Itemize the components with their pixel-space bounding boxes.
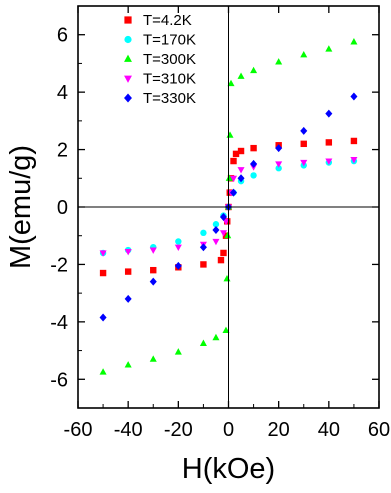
data-point	[350, 38, 358, 45]
y-tick-label: -6	[50, 369, 68, 391]
data-point	[124, 294, 132, 303]
data-point	[219, 213, 228, 222]
data-point	[275, 165, 282, 172]
data-point	[212, 333, 220, 341]
x-tick-label: 20	[268, 419, 290, 441]
x-tick-label: 0	[223, 419, 234, 441]
legend: T=4.2K T=170K T=300K T=310K T=330K	[124, 12, 196, 107]
legend-marker	[124, 35, 132, 44]
data-point	[99, 313, 107, 322]
y-tick-label: 4	[57, 82, 68, 104]
data-point	[149, 355, 157, 362]
data-point	[229, 188, 238, 197]
series-4	[99, 92, 358, 322]
data-point	[174, 261, 182, 270]
data-point	[325, 158, 333, 165]
data-point	[220, 249, 227, 257]
data-point	[229, 175, 238, 183]
legend-marker	[124, 75, 132, 83]
data-point	[350, 157, 358, 164]
data-point	[149, 247, 157, 254]
data-point	[124, 268, 132, 275]
data-point	[325, 45, 333, 52]
data-point	[217, 256, 225, 264]
legend-label: T=4.2K	[143, 12, 192, 29]
data-point	[250, 172, 257, 179]
legend-label: T=170K	[143, 32, 196, 49]
y-tick-label: 0	[57, 197, 68, 219]
y-tick-label: -4	[50, 312, 68, 334]
data-point	[300, 50, 308, 58]
data-point	[99, 269, 107, 277]
data-point	[223, 274, 231, 282]
data-point	[199, 243, 207, 252]
data-point	[275, 144, 283, 153]
data-point	[325, 139, 333, 146]
data-point	[300, 140, 307, 148]
data-point	[212, 225, 220, 234]
x-tick-label: -20	[164, 419, 193, 441]
data-point	[300, 159, 308, 167]
data-point	[275, 161, 283, 168]
data-point	[219, 230, 228, 237]
legend-label: T=310K	[143, 71, 196, 88]
data-point	[226, 131, 234, 138]
data-point	[225, 174, 233, 181]
legend-label: T=330K	[143, 90, 196, 107]
data-point	[124, 248, 132, 256]
x-tick-label: -60	[64, 419, 93, 441]
legend-marker	[124, 93, 132, 103]
data-point	[174, 348, 182, 355]
data-point	[237, 147, 245, 155]
data-point	[230, 157, 237, 165]
data-point	[124, 361, 132, 368]
data-point	[350, 92, 358, 101]
data-point	[200, 261, 207, 268]
data-point	[212, 221, 220, 228]
data-point	[300, 126, 308, 135]
data-point	[350, 137, 358, 145]
y-axis-title: M(emu/g)	[5, 145, 37, 269]
data-point	[237, 174, 245, 183]
data-point	[250, 159, 258, 168]
data-point	[325, 109, 333, 118]
x-tick-label: 40	[318, 419, 340, 441]
data-point	[275, 58, 283, 65]
x-axis-title: H(kOe)	[182, 453, 275, 485]
data-point	[175, 238, 182, 245]
data-point	[99, 368, 107, 375]
data-point	[212, 238, 220, 246]
legend-marker	[124, 16, 132, 24]
data-point	[232, 150, 240, 158]
legend-label: T=300K	[143, 51, 196, 68]
data-point	[250, 66, 258, 74]
data-point	[150, 266, 157, 274]
y-tick-label: 2	[57, 140, 68, 162]
x-tick-label: 60	[368, 419, 390, 441]
data-point	[199, 339, 207, 346]
data-point	[222, 218, 230, 226]
data-point	[237, 72, 245, 79]
data-point	[237, 167, 245, 174]
data-point	[250, 144, 257, 152]
series-layer	[99, 38, 358, 375]
x-tick-label: -40	[114, 419, 143, 441]
data-point	[222, 326, 230, 334]
y-tick-label: -2	[50, 254, 68, 276]
legend-marker	[124, 54, 132, 62]
data-point	[200, 229, 207, 237]
data-point	[99, 250, 107, 257]
data-point	[224, 231, 232, 239]
data-point	[227, 79, 235, 87]
y-tick-label: 6	[57, 25, 68, 47]
data-point	[149, 277, 157, 286]
data-point	[174, 244, 182, 252]
